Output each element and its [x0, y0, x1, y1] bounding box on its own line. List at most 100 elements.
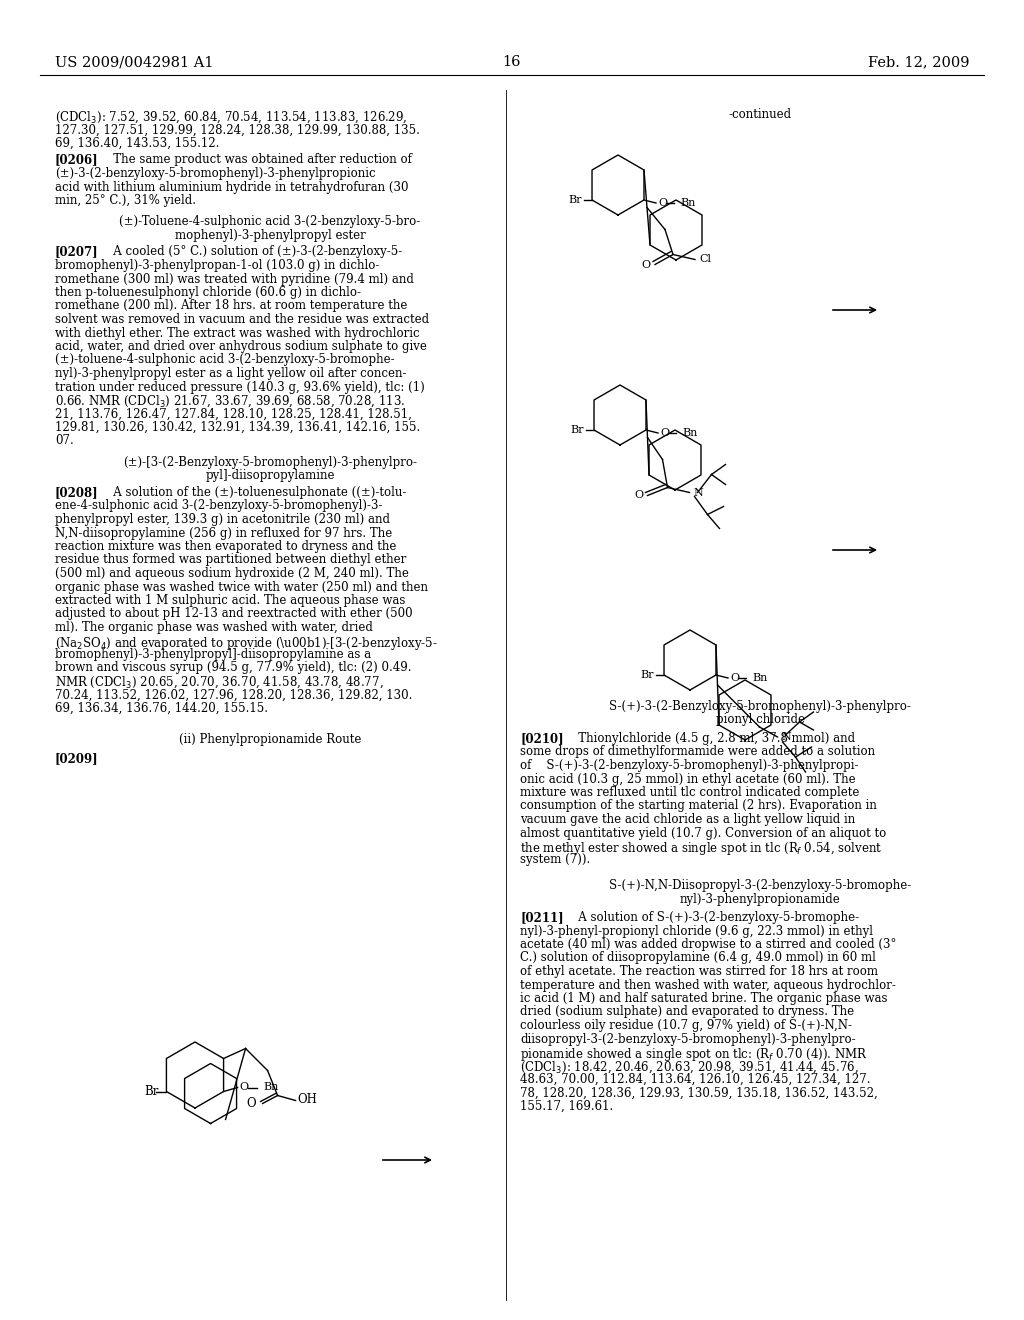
Text: ic acid (1 M) and half saturated brine. The organic phase was: ic acid (1 M) and half saturated brine. … [520, 993, 888, 1005]
Text: O: O [246, 1097, 256, 1110]
Text: acetate (40 ml) was added dropwise to a stirred and cooled (3°: acetate (40 ml) was added dropwise to a … [520, 939, 896, 950]
Text: A cooled (5° C.) solution of (±)-3-(2-benzyloxy-5-: A cooled (5° C.) solution of (±)-3-(2-be… [102, 246, 402, 259]
Text: [0207]: [0207] [55, 246, 98, 259]
Text: 21, 113.76, 126.47, 127.84, 128.10, 128.25, 128.41, 128.51,: 21, 113.76, 126.47, 127.84, 128.10, 128.… [55, 408, 412, 421]
Text: C.) solution of diisopropylamine (6.4 g, 49.0 mmol) in 60 ml: C.) solution of diisopropylamine (6.4 g,… [520, 952, 876, 965]
Text: min, 25° C.), 31% yield.: min, 25° C.), 31% yield. [55, 194, 196, 207]
Text: 69, 136.40, 143.53, 155.12.: 69, 136.40, 143.53, 155.12. [55, 137, 219, 150]
Text: The same product was obtained after reduction of: The same product was obtained after redu… [102, 153, 412, 166]
Text: bromophenyl)-3-phenylpropan-1-ol (103.0 g) in dichlo-: bromophenyl)-3-phenylpropan-1-ol (103.0 … [55, 259, 379, 272]
Text: OH: OH [298, 1093, 317, 1106]
Text: -continued: -continued [728, 108, 792, 121]
Text: [0206]: [0206] [55, 153, 98, 166]
Text: N,N-diisopropylamine (256 g) in refluxed for 97 hrs. The: N,N-diisopropylamine (256 g) in refluxed… [55, 527, 392, 540]
Text: NMR (CDCl$_3$) 20.65, 20.70, 36.70, 41.58, 43.78, 48.77,: NMR (CDCl$_3$) 20.65, 20.70, 36.70, 41.5… [55, 675, 384, 690]
Text: 69, 136.34, 136.76, 144.20, 155.15.: 69, 136.34, 136.76, 144.20, 155.15. [55, 702, 268, 715]
Text: nyl)-3-phenyl-propionyl chloride (9.6 g, 22.3 mmol) in ethyl: nyl)-3-phenyl-propionyl chloride (9.6 g,… [520, 924, 873, 937]
Text: 78, 128.20, 128.36, 129.93, 130.59, 135.18, 136.52, 143.52,: 78, 128.20, 128.36, 129.93, 130.59, 135.… [520, 1086, 878, 1100]
Text: Bn: Bn [680, 198, 695, 209]
Text: Br: Br [641, 671, 654, 680]
Text: acid, water, and dried over anhydrous sodium sulphate to give: acid, water, and dried over anhydrous so… [55, 341, 427, 352]
Text: vacuum gave the acid chloride as a light yellow liquid in: vacuum gave the acid chloride as a light… [520, 813, 855, 826]
Text: 127.30, 127.51, 129.99, 128.24, 128.38, 129.99, 130.88, 135.: 127.30, 127.51, 129.99, 128.24, 128.38, … [55, 124, 420, 136]
Text: phenylpropyl ester, 139.3 g) in acetonitrile (230 ml) and: phenylpropyl ester, 139.3 g) in acetonit… [55, 513, 390, 525]
Text: [0209]: [0209] [55, 752, 98, 766]
Text: of ethyl acetate. The reaction was stirred for 18 hrs at room: of ethyl acetate. The reaction was stirr… [520, 965, 878, 978]
Text: solvent was removed in vacuum and the residue was extracted: solvent was removed in vacuum and the re… [55, 313, 429, 326]
Text: acid with lithium aluminium hydride in tetrahydrofuran (30: acid with lithium aluminium hydride in t… [55, 181, 409, 194]
Text: pionyl chloride: pionyl chloride [716, 714, 805, 726]
Text: nyl)-3-phenylpropyl ester as a light yellow oil after concen-: nyl)-3-phenylpropyl ester as a light yel… [55, 367, 407, 380]
Text: colourless oily residue (10.7 g, 97% yield) of S-(+)-N,N-: colourless oily residue (10.7 g, 97% yie… [520, 1019, 852, 1032]
Text: (±)-toluene-4-sulphonic acid 3-(2-benzyloxy-5-bromophe-: (±)-toluene-4-sulphonic acid 3-(2-benzyl… [55, 354, 394, 367]
Text: S-(+)-3-(2-Benzyloxy-5-bromophenyl)-3-phenylpro-: S-(+)-3-(2-Benzyloxy-5-bromophenyl)-3-ph… [609, 700, 911, 713]
Text: Br: Br [144, 1085, 159, 1098]
Text: ene-4-sulphonic acid 3-(2-benzyloxy-5-bromophenyl)-3-: ene-4-sulphonic acid 3-(2-benzyloxy-5-br… [55, 499, 383, 512]
Text: then p-toluenesulphonyl chloride (60.6 g) in dichlo-: then p-toluenesulphonyl chloride (60.6 g… [55, 286, 361, 300]
Text: temperature and then washed with water, aqueous hydrochlor-: temperature and then washed with water, … [520, 978, 896, 991]
Text: [0210]: [0210] [520, 733, 563, 744]
Text: bromophenyl)-3-phenylpropyl]-diisopropylamine as a: bromophenyl)-3-phenylpropyl]-diisopropyl… [55, 648, 371, 661]
Text: dried (sodium sulphate) and evaporated to dryness. The: dried (sodium sulphate) and evaporated t… [520, 1006, 854, 1019]
Text: diisopropyl-3-(2-benzyloxy-5-bromophenyl)-3-phenylpro-: diisopropyl-3-(2-benzyloxy-5-bromophenyl… [520, 1032, 856, 1045]
Text: O: O [642, 260, 651, 269]
Text: adjusted to about pH 12-13 and reextracted with ether (500: adjusted to about pH 12-13 and reextract… [55, 607, 413, 620]
Text: (±)-[3-(2-Benzyloxy-5-bromophenyl)-3-phenylpro-: (±)-[3-(2-Benzyloxy-5-bromophenyl)-3-phe… [123, 455, 417, 469]
Text: almost quantitative yield (10.7 g). Conversion of an aliquot to: almost quantitative yield (10.7 g). Conv… [520, 826, 886, 840]
Text: 129.81, 130.26, 130.42, 132.91, 134.39, 136.41, 142.16, 155.: 129.81, 130.26, 130.42, 132.91, 134.39, … [55, 421, 420, 434]
Text: (CDCl$_3$): 7.52, 39.52, 60.84, 70.54, 113.54, 113.83, 126.29,: (CDCl$_3$): 7.52, 39.52, 60.84, 70.54, 1… [55, 110, 408, 125]
Text: Thionylchloride (4.5 g, 2.8 ml, 37.8 mmol) and: Thionylchloride (4.5 g, 2.8 ml, 37.8 mmo… [567, 733, 855, 744]
Text: A solution of the (±)-toluenesulphonate ((±)-tolu-: A solution of the (±)-toluenesulphonate … [102, 486, 407, 499]
Text: nyl)-3-phenylpropionamide: nyl)-3-phenylpropionamide [680, 892, 841, 906]
Text: O: O [658, 198, 667, 209]
Text: (Na$_2$SO$_4$) and evaporated to provide (\u00b1)-[3-(2-benzyloxy-5-: (Na$_2$SO$_4$) and evaporated to provide… [55, 635, 438, 652]
Text: reaction mixture was then evaporated to dryness and the: reaction mixture was then evaporated to … [55, 540, 396, 553]
Text: [0211]: [0211] [520, 911, 563, 924]
Text: O: O [660, 428, 669, 438]
Text: 0.66. NMR (CDCl$_3$) 21.67, 33.67, 39.69, 68.58, 70.28, 113.: 0.66. NMR (CDCl$_3$) 21.67, 33.67, 39.69… [55, 393, 406, 409]
Text: mixture was refluxed until tlc control indicated complete: mixture was refluxed until tlc control i… [520, 785, 859, 799]
Text: Bn: Bn [752, 673, 767, 682]
Text: romethane (200 ml). After 18 hrs. at room temperature the: romethane (200 ml). After 18 hrs. at roo… [55, 300, 408, 313]
Text: A solution of S-(+)-3-(2-benzyloxy-5-bromophe-: A solution of S-(+)-3-(2-benzyloxy-5-bro… [567, 911, 859, 924]
Text: pionamide showed a single spot on tlc: (R$_f$ 0.70 (4)). NMR: pionamide showed a single spot on tlc: (… [520, 1045, 868, 1063]
Text: the methyl ester showed a single spot in tlc (R$_f$ 0.54, solvent: the methyl ester showed a single spot in… [520, 840, 883, 857]
Text: organic phase was washed twice with water (250 ml) and then: organic phase was washed twice with wate… [55, 581, 428, 594]
Text: consumption of the starting material (2 hrs). Evaporation in: consumption of the starting material (2 … [520, 800, 877, 813]
Text: Cl: Cl [699, 255, 711, 264]
Text: US 2009/0042981 A1: US 2009/0042981 A1 [55, 55, 213, 69]
Text: S-(+)-N,N-Diisopropyl-3-(2-benzyloxy-5-bromophe-: S-(+)-N,N-Diisopropyl-3-(2-benzyloxy-5-b… [609, 879, 911, 892]
Text: (±)-Toluene-4-sulphonic acid 3-(2-benzyloxy-5-bro-: (±)-Toluene-4-sulphonic acid 3-(2-benzyl… [120, 215, 421, 228]
Text: pyl]-diisopropylamine: pyl]-diisopropylamine [205, 470, 335, 483]
Text: 07.: 07. [55, 434, 74, 447]
Text: N: N [693, 487, 703, 498]
Text: brown and viscous syrup (94.5 g, 77.9% yield), tlc: (2) 0.49.: brown and viscous syrup (94.5 g, 77.9% y… [55, 661, 412, 675]
Text: Bn: Bn [682, 428, 697, 438]
Text: (±)-3-(2-benzyloxy-5-bromophenyl)-3-phenylpropionic: (±)-3-(2-benzyloxy-5-bromophenyl)-3-phen… [55, 168, 376, 180]
Text: Bn: Bn [263, 1082, 279, 1093]
Text: Feb. 12, 2009: Feb. 12, 2009 [868, 55, 970, 69]
Text: 155.17, 169.61.: 155.17, 169.61. [520, 1100, 613, 1113]
Text: 16: 16 [503, 55, 521, 69]
Text: O: O [240, 1082, 249, 1093]
Text: some drops of dimethylformamide were added to a solution: some drops of dimethylformamide were add… [520, 746, 876, 759]
Text: extracted with 1 M sulphuric acid. The aqueous phase was: extracted with 1 M sulphuric acid. The a… [55, 594, 406, 607]
Text: residue thus formed was partitioned between diethyl ether: residue thus formed was partitioned betw… [55, 553, 407, 566]
Text: 48.63, 70.00, 112.84, 113.64, 126.10, 126.45, 127.34, 127.: 48.63, 70.00, 112.84, 113.64, 126.10, 12… [520, 1073, 870, 1086]
Text: O: O [635, 491, 643, 500]
Text: mophenyl)-3-phenylpropyl ester: mophenyl)-3-phenylpropyl ester [175, 228, 366, 242]
Text: with diethyl ether. The extract was washed with hydrochloric: with diethyl ether. The extract was wash… [55, 326, 420, 339]
Text: [0208]: [0208] [55, 486, 98, 499]
Text: (ii) Phenylpropionamide Route: (ii) Phenylpropionamide Route [179, 734, 361, 747]
Text: of    S-(+)-3-(2-benzyloxy-5-bromophenyl)-3-phenylpropi-: of S-(+)-3-(2-benzyloxy-5-bromophenyl)-3… [520, 759, 858, 772]
Text: romethane (300 ml) was treated with pyridine (79.4 ml) and: romethane (300 ml) was treated with pyri… [55, 272, 414, 285]
Text: N: N [781, 733, 792, 742]
Text: O: O [730, 673, 739, 682]
Text: 70.24, 113.52, 126.02, 127.96, 128.20, 128.36, 129.82, 130.: 70.24, 113.52, 126.02, 127.96, 128.20, 1… [55, 689, 413, 701]
Text: Br: Br [570, 425, 584, 436]
Text: ml). The organic phase was washed with water, dried: ml). The organic phase was washed with w… [55, 620, 373, 634]
Text: (500 ml) and aqueous sodium hydroxide (2 M, 240 ml). The: (500 ml) and aqueous sodium hydroxide (2… [55, 568, 409, 579]
Text: Br: Br [568, 195, 582, 205]
Text: (CDCl$_3$): 18.42, 20.46, 20.63, 20.98, 39.51, 41.44, 45.76,: (CDCl$_3$): 18.42, 20.46, 20.63, 20.98, … [520, 1060, 859, 1074]
Text: tration under reduced pressure (140.3 g, 93.6% yield), tlc: (1): tration under reduced pressure (140.3 g,… [55, 380, 425, 393]
